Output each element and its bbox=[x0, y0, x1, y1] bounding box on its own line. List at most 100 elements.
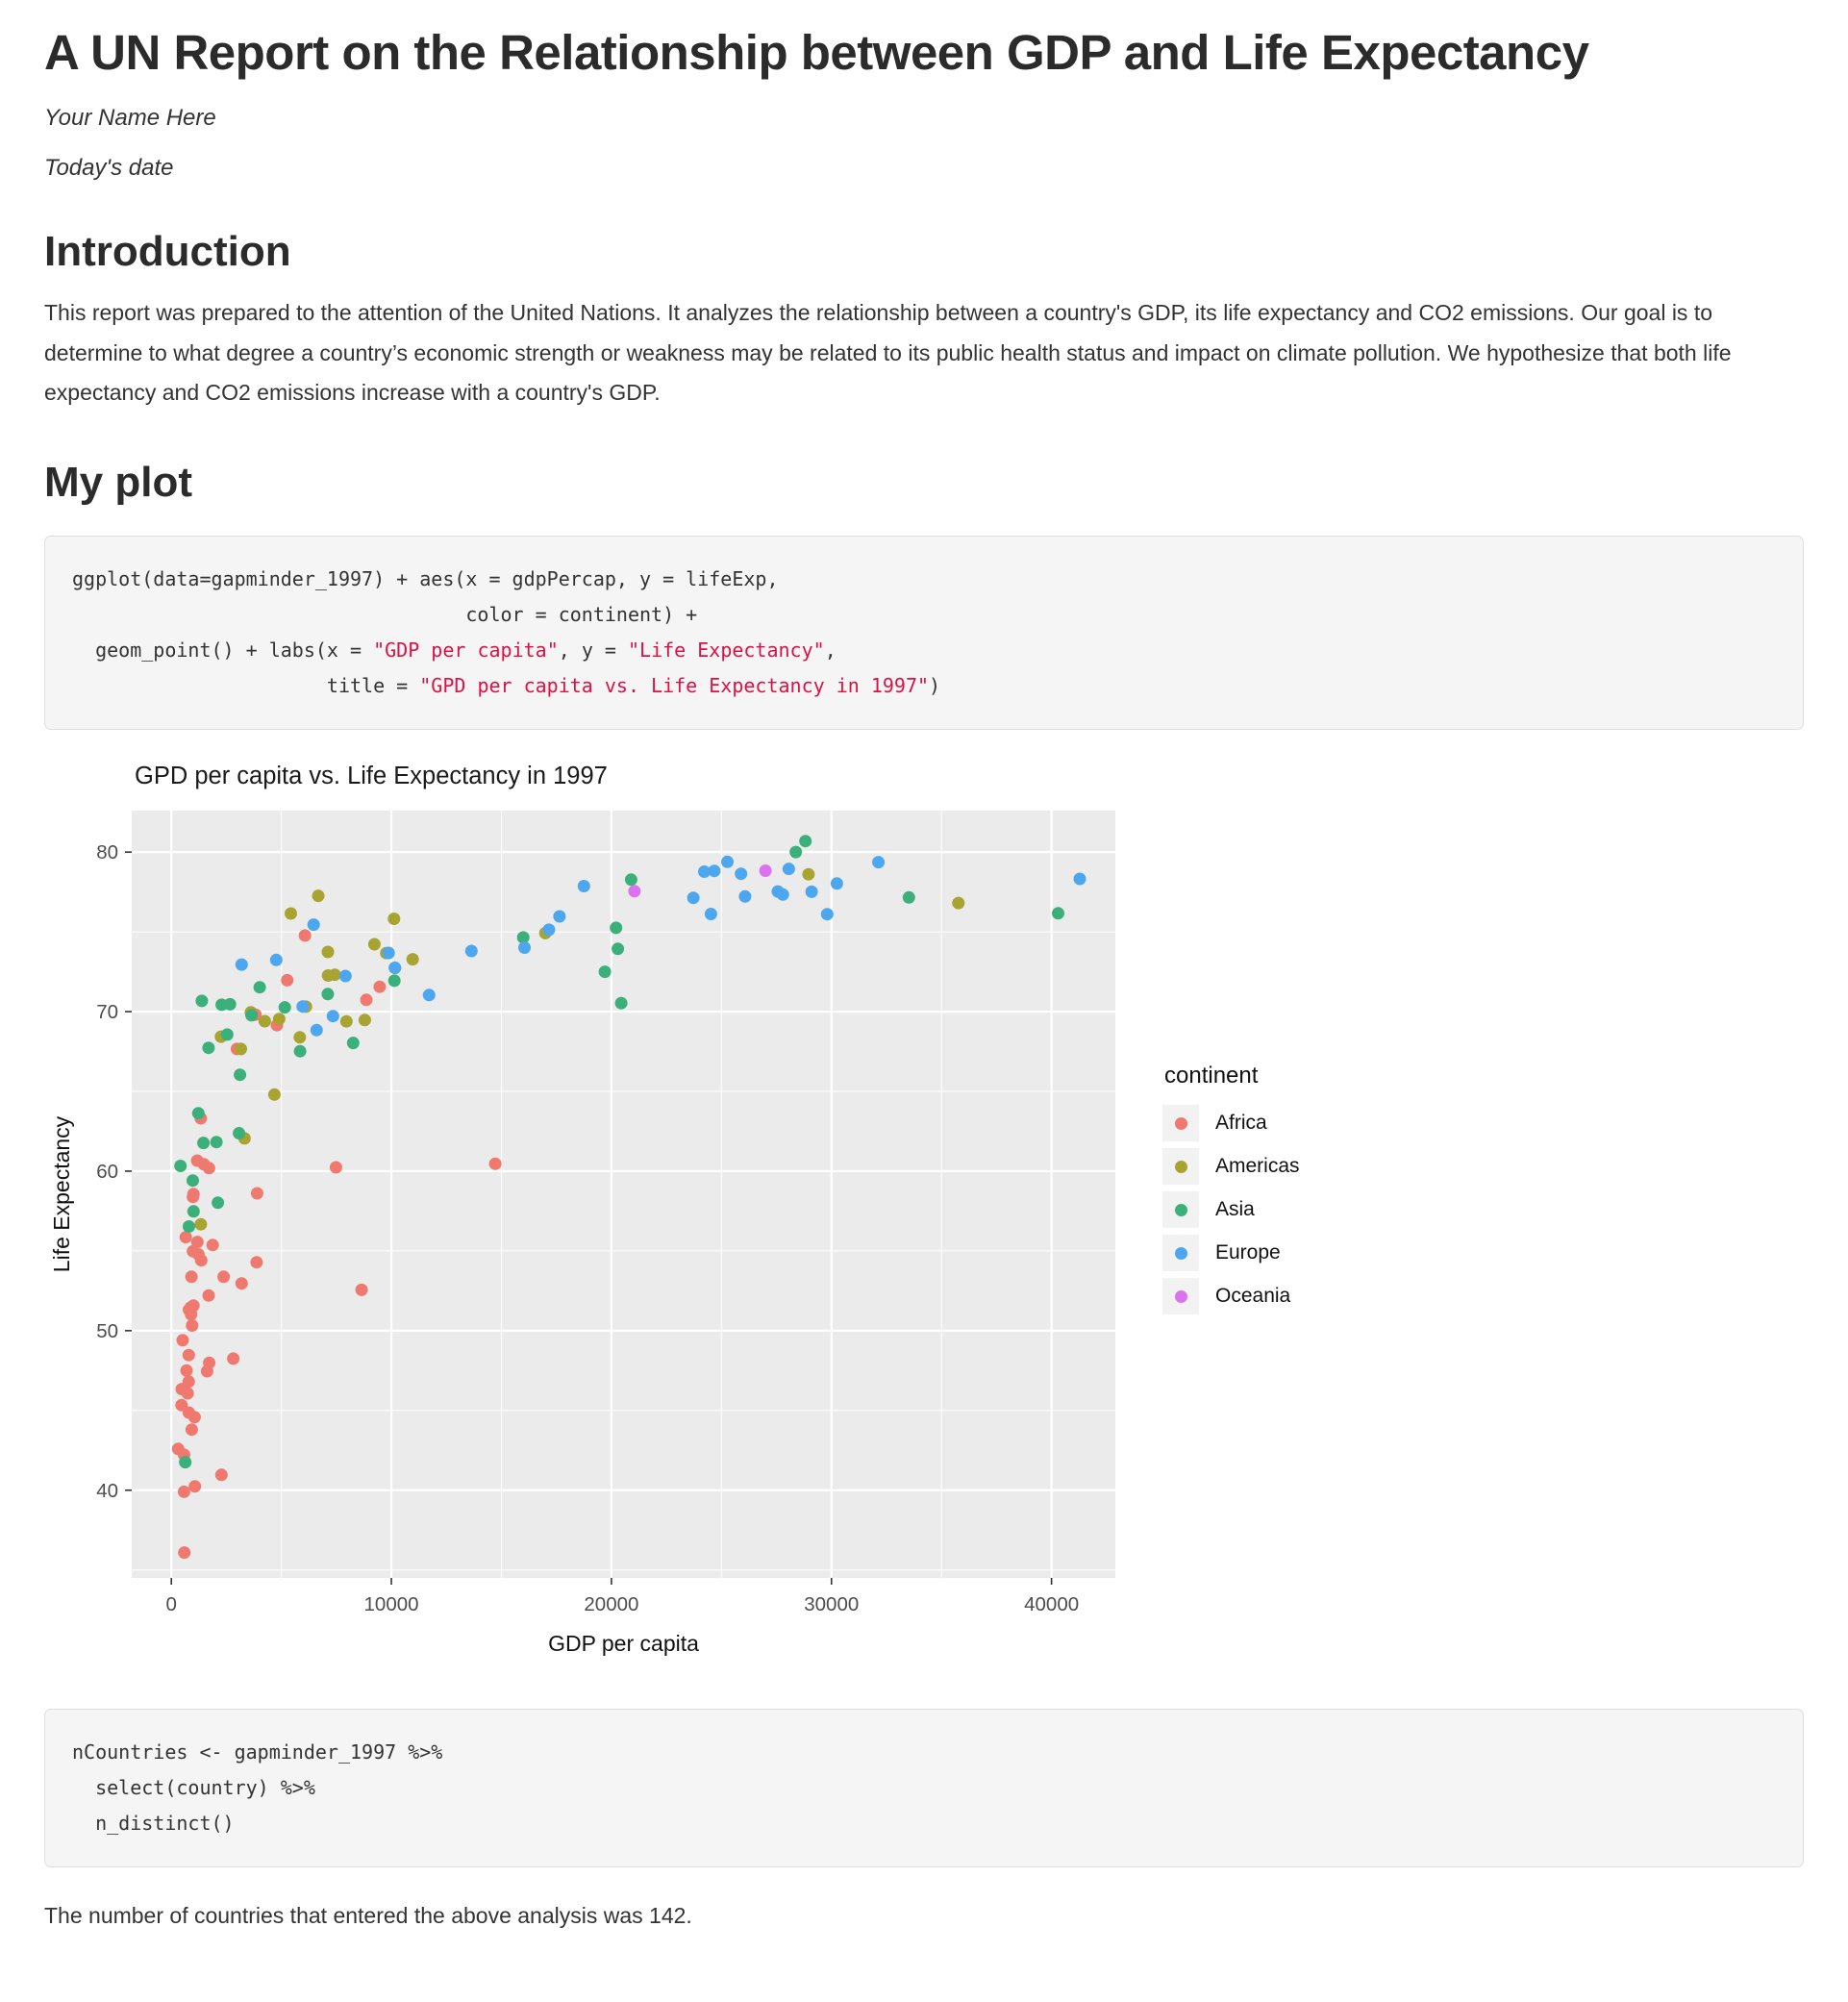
data-point bbox=[598, 965, 612, 979]
data-point bbox=[202, 1289, 215, 1303]
scatter-plot: 0 10000 20000 30000 40000 40 50 60 70 80 GPD per c… bbox=[49, 763, 1115, 1656]
series-oceania bbox=[628, 864, 772, 898]
data-point bbox=[830, 877, 843, 890]
data-point bbox=[577, 880, 590, 893]
data-point bbox=[200, 1364, 213, 1378]
x-axis-title: GDP per capita bbox=[548, 1631, 699, 1656]
data-point bbox=[234, 1068, 247, 1082]
data-point bbox=[269, 954, 283, 967]
legend-key bbox=[1162, 1191, 1199, 1229]
data-point bbox=[542, 923, 556, 937]
data-point bbox=[212, 1196, 225, 1210]
data-point bbox=[179, 1456, 192, 1469]
data-point bbox=[296, 1000, 310, 1014]
data-point bbox=[293, 1045, 307, 1059]
data-point bbox=[180, 1364, 193, 1378]
data-point bbox=[789, 845, 803, 859]
axis-tick-labels: 0 10000 20000 30000 40000 40 50 60 70 80 bbox=[96, 841, 1079, 1615]
data-point bbox=[267, 1089, 281, 1102]
data-point bbox=[220, 1028, 234, 1041]
data-point bbox=[355, 1284, 368, 1297]
data-point bbox=[1073, 872, 1086, 886]
data-point bbox=[194, 1254, 208, 1267]
y-tick-label: 60 bbox=[96, 1161, 118, 1183]
y-axis-title: Life Expectancy bbox=[49, 1116, 74, 1273]
legend-item-americas: Americas bbox=[1162, 1148, 1300, 1186]
data-point bbox=[321, 988, 335, 1001]
data-point bbox=[312, 889, 325, 903]
legend-item-oceania: Oceania bbox=[1162, 1278, 1300, 1315]
data-point bbox=[186, 1319, 199, 1333]
closing-paragraph: The number of countries that entered the… bbox=[44, 1903, 692, 1929]
data-point bbox=[178, 1546, 191, 1560]
data-point bbox=[738, 890, 752, 904]
data-point bbox=[388, 962, 402, 975]
data-point bbox=[187, 1174, 199, 1188]
data-point bbox=[278, 1001, 291, 1014]
data-point bbox=[338, 969, 352, 983]
author: Your Name Here bbox=[44, 105, 216, 132]
data-point bbox=[206, 1239, 219, 1252]
x-tick-label: 10000 bbox=[364, 1593, 419, 1615]
legend-dot-icon bbox=[1174, 1289, 1187, 1303]
chart-title: GPD per capita vs. Life Expectancy in 19… bbox=[135, 763, 608, 789]
data-point bbox=[187, 1190, 200, 1204]
data-point bbox=[187, 1205, 200, 1218]
y-tick-label: 40 bbox=[96, 1480, 118, 1502]
legend-label: Europe bbox=[1215, 1241, 1281, 1264]
data-point bbox=[185, 1423, 198, 1437]
data-point bbox=[358, 1014, 371, 1027]
y-tick-label: 80 bbox=[96, 841, 118, 863]
major-gridlines bbox=[132, 811, 1115, 1579]
legend-key bbox=[1162, 1105, 1199, 1142]
data-point bbox=[387, 913, 401, 926]
legend-dot-icon bbox=[1174, 1160, 1187, 1173]
data-point bbox=[805, 886, 818, 899]
data-point bbox=[321, 969, 335, 983]
legend-label: Oceania bbox=[1215, 1285, 1291, 1308]
data-point bbox=[272, 1013, 286, 1026]
data-point bbox=[704, 908, 717, 921]
data-point bbox=[281, 974, 294, 988]
data-point bbox=[759, 864, 772, 878]
data-point bbox=[188, 1480, 202, 1493]
data-point bbox=[422, 988, 436, 1002]
data-point bbox=[721, 856, 734, 869]
data-point bbox=[776, 888, 789, 902]
data-point bbox=[310, 1024, 323, 1038]
legend-dot-icon bbox=[1174, 1116, 1187, 1130]
legend-label: Americas bbox=[1215, 1155, 1300, 1178]
data-point bbox=[382, 946, 395, 960]
data-point bbox=[518, 941, 531, 955]
data-point bbox=[235, 1042, 247, 1056]
legend-item-europe: Europe bbox=[1162, 1235, 1300, 1272]
data-point bbox=[174, 1160, 187, 1173]
data-point bbox=[176, 1334, 189, 1347]
data-point bbox=[952, 896, 965, 910]
data-point bbox=[185, 1270, 198, 1284]
page-title: A UN Report on the Relationship between … bbox=[44, 25, 1589, 80]
legend-label: Asia bbox=[1215, 1198, 1255, 1221]
legend-item-asia: Asia bbox=[1162, 1191, 1300, 1229]
series-europe bbox=[235, 856, 1086, 1038]
date: Today's date bbox=[44, 155, 174, 182]
data-point bbox=[195, 994, 209, 1008]
data-point bbox=[1052, 907, 1064, 920]
data-point bbox=[339, 1015, 353, 1029]
data-point bbox=[902, 891, 915, 905]
data-point bbox=[698, 865, 711, 879]
data-point bbox=[488, 1158, 502, 1171]
plot-panel bbox=[132, 811, 1115, 1579]
data-point bbox=[183, 1220, 195, 1234]
data-point bbox=[227, 1352, 240, 1365]
axis-ticks bbox=[125, 851, 1053, 1586]
data-point bbox=[235, 958, 248, 971]
series-africa bbox=[171, 929, 502, 1560]
data-point bbox=[802, 868, 815, 882]
data-point bbox=[624, 873, 637, 887]
x-tick-label: 0 bbox=[165, 1593, 176, 1615]
data-point bbox=[799, 835, 812, 848]
data-point bbox=[782, 863, 795, 876]
series-americas bbox=[194, 868, 965, 1232]
legend-items: Africa Americas Asia Europe Oceania bbox=[1162, 1105, 1300, 1315]
